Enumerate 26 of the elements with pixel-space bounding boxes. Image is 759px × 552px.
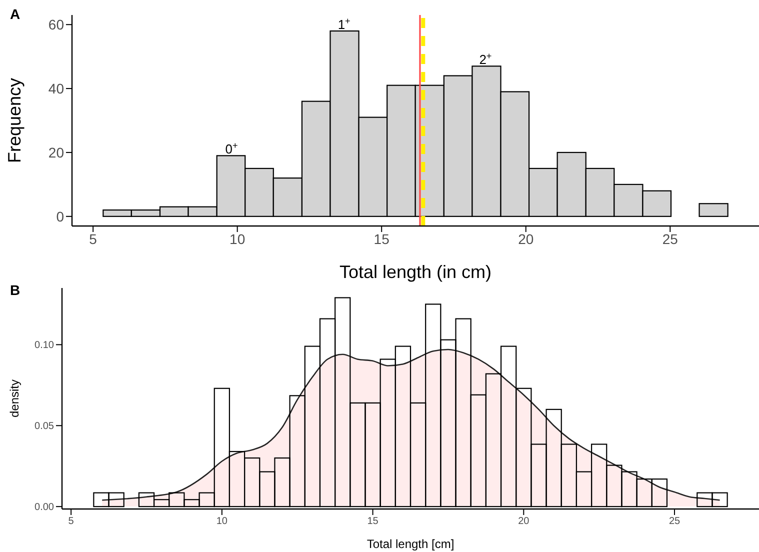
y-axis-title: density [7, 379, 22, 418]
y-tick-label: 40 [48, 80, 64, 96]
x-tick-label: 25 [662, 230, 678, 247]
y-tick-label: 60 [48, 16, 64, 33]
y-tick-label: 0 [56, 208, 64, 224]
y-axis-title: Frequency [4, 78, 24, 164]
x-tick-label: 5 [89, 230, 98, 247]
y-tick-label: 0.00 [34, 502, 54, 514]
x-axis-title: Total length [cm] [366, 537, 454, 551]
chart-title: A [10, 6, 20, 22]
x-tick-label: 20 [518, 230, 534, 247]
x-tick-label: 10 [216, 516, 228, 528]
x-axis-title: Total length (in cm) [339, 262, 492, 282]
x-tick-label: 5 [68, 516, 74, 528]
x-tick-label: 15 [367, 516, 379, 528]
annotation: 2$^{+}$ [479, 51, 492, 68]
annotation: 0$^{+}$ [225, 140, 238, 157]
y-tick-label: 0.10 [34, 340, 54, 352]
chart-title: B [10, 282, 20, 298]
y-tick-label: 20 [48, 144, 64, 160]
y-tick-label: 0.05 [34, 421, 54, 432]
x-tick-label: 25 [668, 516, 681, 528]
annotation: 1$^{+}$ [338, 16, 350, 32]
x-tick-label: 10 [230, 230, 246, 247]
x-tick-label: 20 [518, 516, 530, 528]
x-tick-label: 15 [374, 230, 390, 247]
